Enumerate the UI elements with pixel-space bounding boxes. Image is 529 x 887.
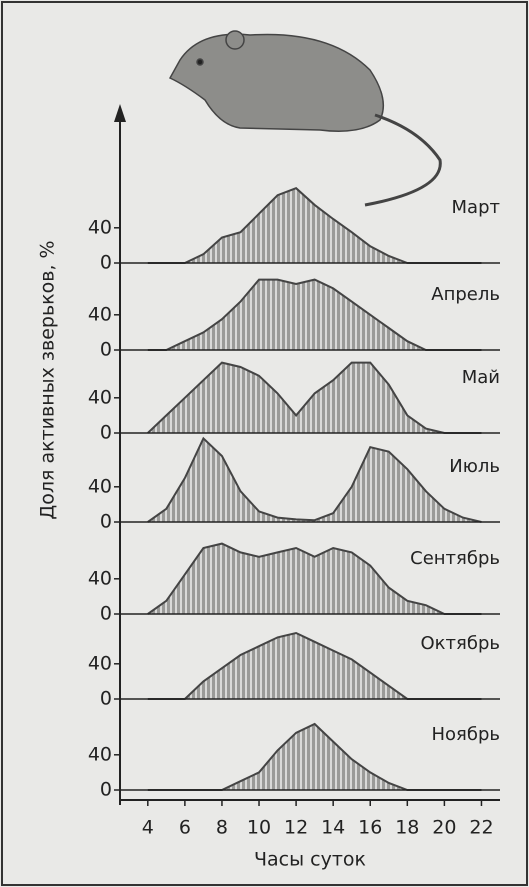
x-tick-label: 22 [469, 817, 493, 839]
series-label: Март [452, 197, 500, 218]
y-tick-label: 0 [100, 603, 112, 625]
y-tick-label: 40 [88, 743, 112, 765]
x-tick-label: 10 [247, 817, 271, 839]
activity-area [147, 279, 482, 350]
series-label: Апрель [431, 284, 500, 305]
x-tick-label: 12 [284, 817, 308, 839]
x-tick-label: 8 [216, 817, 228, 839]
x-tick-label: 16 [358, 817, 382, 839]
rat-illustration [168, 30, 442, 207]
y-tick-label: 40 [88, 567, 112, 589]
y-tick-label: 0 [100, 339, 112, 361]
x-tick-label: 6 [179, 817, 191, 839]
x-tick-label: 4 [142, 817, 154, 839]
activity-area [147, 724, 482, 790]
activity-area [147, 633, 482, 699]
activity-area [147, 362, 482, 433]
y-tick-label: 40 [88, 216, 112, 238]
y-tick-label: 40 [88, 386, 112, 408]
series-label: Сентябрь [410, 548, 500, 569]
y-tick-label: 0 [100, 511, 112, 533]
y-tick-label: 40 [88, 652, 112, 674]
y-tick-label: 0 [100, 779, 112, 801]
y-tick-label: 0 [100, 422, 112, 444]
series-label: Октябрь [421, 633, 501, 654]
activity-area [147, 438, 482, 522]
activity-line [147, 436, 482, 523]
y-tick-label: 0 [100, 252, 112, 274]
series-label: Май [462, 367, 500, 388]
activity-area [147, 543, 482, 614]
x-tick-label: 14 [321, 817, 345, 839]
y-axis-label: Доля активных зверьков, % [37, 240, 59, 519]
activity-line [147, 361, 482, 434]
activity-area [147, 188, 482, 263]
y-tick-label: 40 [88, 303, 112, 325]
x-tick-label: 20 [432, 817, 456, 839]
x-tick-label: 18 [395, 817, 419, 839]
activity-line [147, 542, 482, 615]
y-arrow [114, 104, 126, 122]
series-label: Ноябрь [431, 724, 500, 745]
y-tick-label: 40 [88, 475, 112, 497]
x-axis-label: Часы суток [254, 849, 366, 871]
series-label: Июль [449, 456, 500, 477]
y-tick-label: 0 [100, 688, 112, 710]
